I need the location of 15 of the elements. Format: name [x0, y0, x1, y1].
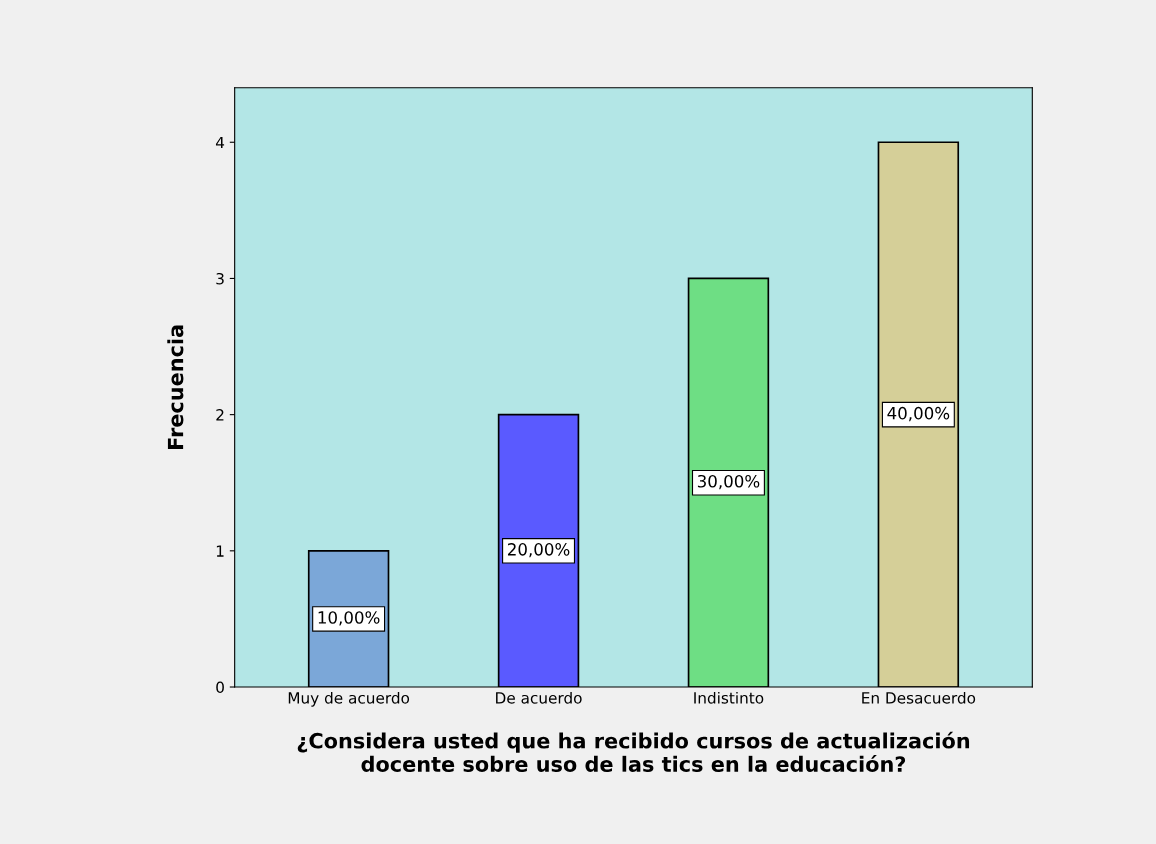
x-tick-label: En Desacuerdo: [862, 691, 976, 704]
annotation: 40,00%: [887, 406, 950, 422]
y-tick-label: 3: [216, 272, 224, 285]
x-tick-label: De acuerdo: [496, 691, 582, 704]
y-tick-label: 0: [216, 681, 224, 694]
annotation: 10,00%: [318, 611, 380, 626]
x-tick-label: Muy de acuerdo: [288, 691, 410, 707]
x-axis-title: ¿Considera usted que ha recibido cursos de actualización docente sobre uso de las tics en la educación?: [297, 731, 970, 772]
y-axis-title: Frecuencia: [167, 325, 184, 449]
y-tick-label: 4: [215, 136, 225, 149]
annotation: 30,00%: [697, 474, 760, 490]
y-tick-label: 2: [216, 409, 224, 421]
annotation: 20,00%: [507, 543, 570, 558]
x-tick-label: Indistinto: [694, 691, 764, 704]
y-tick-label: 1: [216, 545, 224, 557]
